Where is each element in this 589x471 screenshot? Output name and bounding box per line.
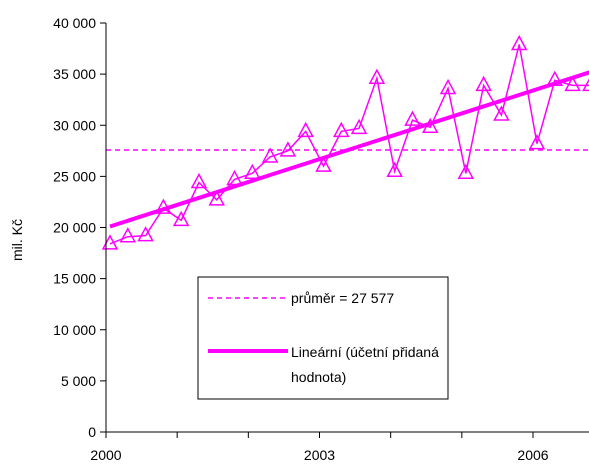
y-tick-label: 5 000 <box>61 373 96 389</box>
data-point-marker <box>528 134 546 150</box>
y-tick-label: 35 000 <box>53 66 96 82</box>
legend: průměr = 27 577 Lineární (účetní přidaná… <box>197 276 449 400</box>
y-tick-label: 40 000 <box>53 15 96 31</box>
data-point-marker <box>172 210 190 227</box>
y-axis: 0 5 000 10 000 15 000 20 000 25 000 30 000 35 0… <box>53 15 107 440</box>
y-tick-label: 30 000 <box>53 117 96 133</box>
linear-trendline <box>109 70 589 229</box>
data-point-marker <box>350 118 368 135</box>
x-tick-label: 2003 <box>304 447 335 463</box>
data-point-marker <box>582 78 589 92</box>
data-point-marker <box>279 141 297 157</box>
data-point-marker <box>564 75 581 92</box>
data-point-marker <box>137 226 154 242</box>
data-point-marker <box>475 75 492 92</box>
data-point-marker <box>297 121 314 138</box>
data-point-marker <box>244 163 261 180</box>
x-axis: 2000 2003 2006 <box>90 431 589 463</box>
y-tick-label: 10 000 <box>53 322 96 338</box>
data-point-marker <box>457 163 475 180</box>
legend-trend-label-line-2: hodnota) <box>291 369 346 385</box>
x-tick-label: 2006 <box>517 447 548 463</box>
data-point-marker <box>368 68 386 84</box>
x-tick-label: 2000 <box>90 447 121 463</box>
y-tick-label: 15 000 <box>53 271 96 287</box>
data-point-marker <box>439 78 457 95</box>
y-tick-label: 25 000 <box>53 168 96 184</box>
data-point-marker <box>510 34 528 51</box>
data-point-marker <box>315 156 332 172</box>
data-point-marker <box>333 121 350 138</box>
y-tick-label: 0 <box>88 424 96 440</box>
data-point-marker <box>404 110 421 126</box>
y-tick-label: 20 000 <box>53 220 96 236</box>
y-axis-label: mil. Kč <box>9 219 25 261</box>
data-point-marker <box>119 227 137 243</box>
data-point-marker <box>208 190 226 206</box>
legend-trend-label-line-1: Lineární (účetní přidaná <box>291 344 439 360</box>
data-point-marker <box>190 172 208 189</box>
data-point-marker <box>493 105 510 121</box>
legend-average-label: průměr = 27 577 <box>291 290 394 306</box>
data-point-marker <box>386 161 403 178</box>
plot-area <box>101 34 589 250</box>
data-point-marker <box>261 147 279 163</box>
